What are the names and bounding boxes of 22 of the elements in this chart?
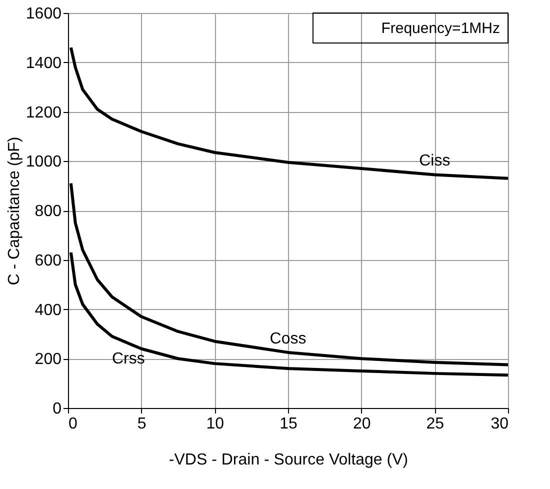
x-axis-title: -VDS - Drain - Source Voltage (V)	[168, 452, 408, 468]
series-label: Crss	[112, 350, 145, 368]
y-tick-label: 0	[52, 400, 62, 418]
x-tick-label: 10	[206, 416, 224, 432]
y-tick-label: 200	[34, 351, 62, 368]
x-tick-label: 0	[68, 416, 78, 432]
x-tick-label: 15	[280, 416, 298, 432]
y-tick-label: 400	[34, 302, 62, 319]
y-axis-title: C - Capacitance (pF)	[6, 136, 23, 286]
y-tick-label: 600	[34, 252, 62, 270]
y-tick-label: 1000	[26, 154, 62, 171]
x-tick-label: 20	[352, 416, 371, 432]
y-tick-label: 1200	[26, 104, 62, 122]
x-tick-label: 30	[490, 416, 509, 432]
y-tick-label: 1600	[26, 6, 62, 22]
y-tick-label: 800	[34, 203, 62, 220]
series-label: Ciss	[419, 152, 450, 170]
x-tick-label: 5	[137, 416, 146, 432]
y-tick-label: 1400	[26, 54, 62, 72]
series-label: Coss	[270, 330, 306, 348]
x-tick-label: 25	[426, 416, 444, 432]
annotation: Frequency=1MHz	[381, 20, 500, 37]
